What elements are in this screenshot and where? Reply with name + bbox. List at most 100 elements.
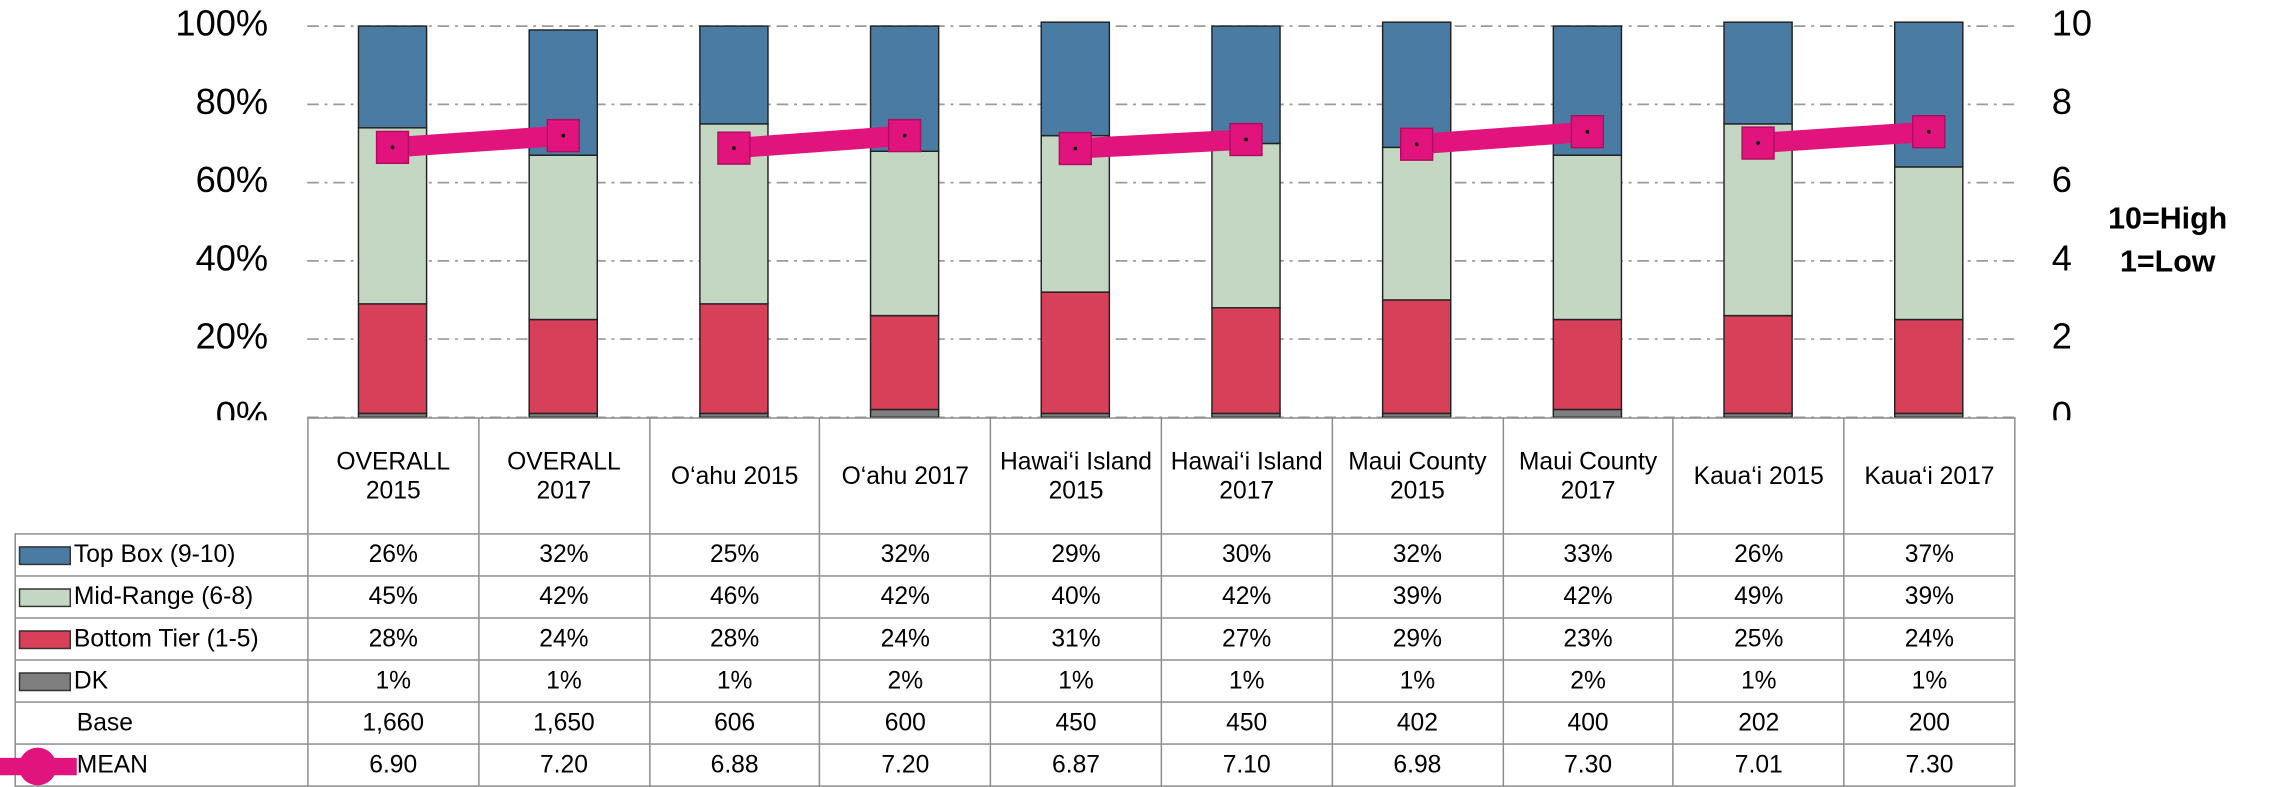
value-label: 1%: [648, 659, 821, 703]
y-tick-label: 20%: [196, 316, 269, 357]
value-label: 32%: [819, 533, 992, 577]
mean-marker-dot: [1244, 137, 1248, 142]
legend-swatch: [18, 630, 72, 650]
value-label: 28%: [648, 617, 821, 661]
value-label: 25%: [1672, 617, 1845, 661]
bar-segment: [1211, 307, 1281, 415]
y2-axis-label: 1=Low: [2120, 245, 2216, 279]
y-tick-label: 60%: [196, 159, 269, 200]
value-label: 1%: [1331, 659, 1504, 703]
y-tick-label: 40%: [196, 237, 269, 278]
series-row: DK 1% 1% 1% 2% 1% 1% 1% 2% 1% 1%: [14, 659, 2016, 703]
base-label: 400: [1502, 701, 1675, 745]
bar-segment: [528, 318, 599, 415]
base-row: Base 1,660 1,650 606 600 450 450 402 400 202 200: [14, 701, 2016, 745]
y2-tick-label: 4: [2052, 237, 2072, 278]
bar-segment: [869, 150, 940, 317]
bar-segment: [1893, 318, 1964, 415]
data-table: OVERALL 2015 OVERALL 2017 O‘ahu 2015 O‘ahu …: [0, 417, 2016, 787]
value-label: 24%: [477, 617, 651, 661]
x-tick-label: Hawai‘i Island 2017: [1160, 417, 1333, 535]
bar-segment: [699, 303, 769, 415]
mean-marker-dot: [1073, 146, 1078, 151]
chart: 10=High 1=Low 0% 20% 40% 60% 80% 100% 0 2 4 6 8 10: [175, 3, 2227, 421]
mean-line: [1757, 121, 1930, 154]
blank-cell: [15, 418, 309, 534]
value-label: 42%: [477, 575, 651, 619]
mean-line: [1415, 121, 1589, 155]
x-tick-label: Maui County 2017: [1502, 417, 1675, 535]
base-label: 202: [1672, 701, 1845, 745]
value-label: 1%: [477, 659, 651, 703]
x-tick-label: O‘ahu 2015: [648, 417, 821, 535]
bar-segment: [869, 408, 940, 419]
base-label: 450: [989, 701, 1163, 745]
y2-tick-label: 6: [2052, 159, 2072, 200]
bar-segment: [1552, 154, 1623, 321]
bar-segment: [1723, 314, 1793, 415]
y2-tick-label: 8: [2052, 81, 2072, 122]
series-row: Mid-Range (6-8) 45% 42% 46% 42% 40% 42% 39% 42% 4…: [14, 575, 2016, 619]
legend-swatch: [18, 588, 72, 608]
x-tick-label: Kaua‘i 2015: [1672, 417, 1845, 535]
bar-segment: [1381, 146, 1452, 301]
legend-cell: Top Box (9-10): [14, 533, 309, 577]
value-label: 29%: [989, 533, 1163, 577]
bar-segment: [1040, 21, 1111, 137]
legend-label: Mid-Range (6-8): [73, 582, 254, 611]
mean-marker-dot: [1585, 129, 1590, 134]
y2-axis-label: 10=High: [2108, 201, 2227, 235]
series-row: Bottom Tier (1-5) 28% 24% 28% 24% 31% 27% 29% 23…: [14, 617, 2016, 661]
value-label: 1%: [1160, 659, 1333, 703]
series-row: Top Box (9-10) 26% 32% 25% 32% 29% 30% 32% 33% 26…: [14, 533, 2016, 577]
value-label: 39%: [1331, 575, 1504, 619]
mean-marker-dot: [732, 146, 736, 151]
header-row: OVERALL 2015 OVERALL 2017 O‘ahu 2015 O‘ahu …: [15, 417, 2016, 535]
mean-marker-dot: [1756, 141, 1760, 145]
y2-tick-label: 2: [2052, 316, 2072, 357]
legend-marker: [18, 747, 57, 786]
legend-cell: Mid-Range (6-8): [14, 575, 309, 619]
value-label: 26%: [307, 533, 480, 577]
value-label: 1%: [1672, 659, 1845, 703]
legend-swatch: [18, 672, 72, 692]
bar-segment: [1893, 166, 1964, 321]
value-label: 42%: [1502, 575, 1675, 619]
value-label: 1%: [1843, 659, 2016, 703]
bar-segment: [699, 25, 769, 125]
value-label: 26%: [1672, 533, 1845, 577]
bar-segment: [528, 154, 599, 321]
value-label: 46%: [648, 575, 821, 619]
value-label: 40%: [989, 575, 1163, 619]
bar-segment: [357, 25, 428, 129]
value-label: 33%: [1502, 533, 1675, 577]
value-label: 49%: [1672, 575, 1845, 619]
mean-line: [1074, 129, 1247, 159]
y-tick-label: 0%: [216, 394, 268, 420]
mean-marker: [1058, 131, 1092, 166]
mean-line: [733, 125, 906, 159]
value-label: 2%: [819, 659, 992, 703]
legend-cell: DK: [14, 659, 309, 703]
legend-swatch: [18, 546, 72, 566]
value-label: 39%: [1843, 575, 2016, 619]
bar-segment: [1381, 299, 1452, 415]
value-label: 45%: [307, 575, 480, 619]
mean-marker-dot: [1926, 129, 1931, 134]
base-label: 200: [1843, 701, 2016, 745]
mean-marker-dot: [561, 133, 566, 138]
legend-swatch: [0, 747, 77, 786]
base-label: 1,660: [307, 701, 480, 745]
bar-segment: [1552, 318, 1623, 411]
value-label: 32%: [1331, 533, 1504, 577]
mean-marker-dot: [1414, 142, 1419, 147]
legend-label: Top Box (9-10): [73, 540, 236, 569]
x-tick-label: O‘ahu 2017: [819, 417, 992, 535]
base-label: 1,650: [477, 701, 651, 745]
value-label: 24%: [819, 617, 992, 661]
bar-segment: [1381, 21, 1452, 149]
legend-label: DK: [73, 666, 109, 695]
value-label: 23%: [1502, 617, 1675, 661]
value-label: 28%: [307, 617, 480, 661]
